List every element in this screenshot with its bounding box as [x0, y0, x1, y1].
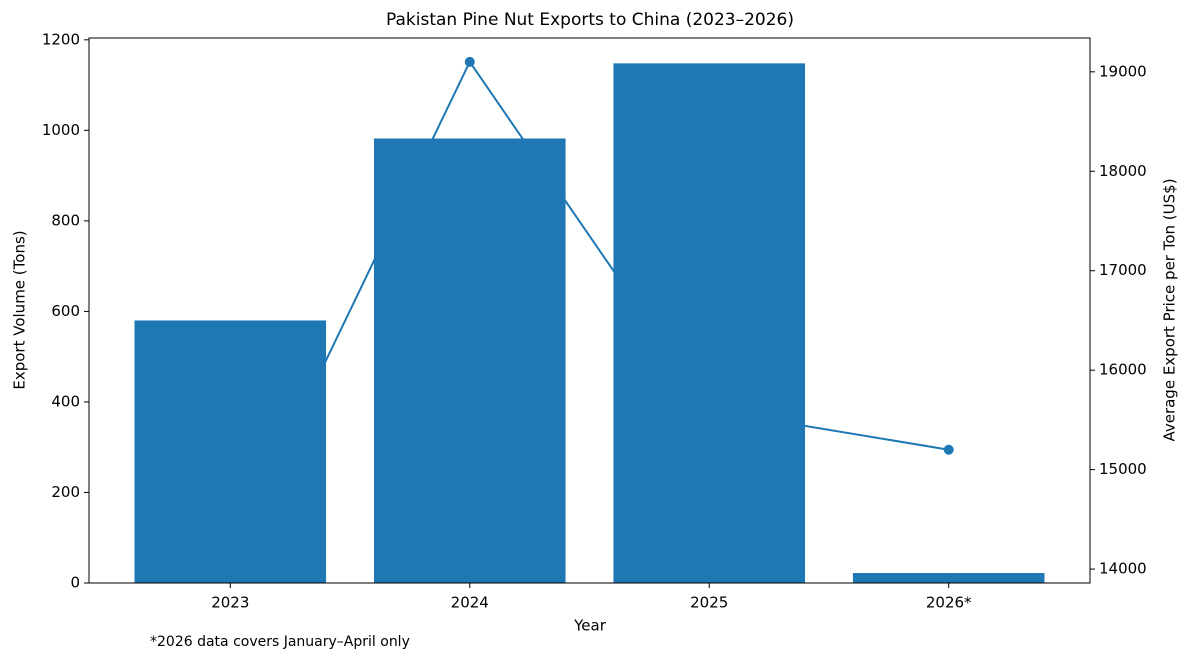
y-tick-label: 0	[70, 574, 80, 592]
x-tick-label: 2023	[211, 594, 249, 612]
y-tick-label: 800	[51, 211, 80, 229]
price-marker	[464, 56, 475, 67]
y2-tick-label: 17000	[1099, 261, 1147, 279]
bar	[134, 320, 327, 583]
y-axis-label: Export Volume (Tons)	[11, 230, 29, 389]
price-line	[229, 59, 949, 560]
y2-tick-label: 15000	[1099, 460, 1147, 478]
bar	[613, 63, 806, 584]
y2-tick-label: 18000	[1099, 162, 1147, 180]
price-marker	[943, 444, 954, 455]
y2-tick-label: 14000	[1099, 560, 1147, 578]
y-tick-label: 1000	[42, 121, 80, 139]
x-axis-label: Year	[573, 617, 607, 635]
plot-frame	[88, 37, 1091, 584]
y2-axis-label: Average Export Price per Ton (US$)	[1161, 178, 1179, 441]
y-tick-label: 200	[51, 483, 80, 501]
bar	[852, 573, 1045, 583]
x-tick-label: 2024	[451, 594, 489, 612]
y-tick-label: 400	[51, 392, 80, 410]
x-tick-label: 2025	[690, 594, 728, 612]
x-tick-label: 2026*	[926, 594, 972, 612]
footnote: *2026 data covers January–April only	[150, 634, 410, 650]
y2-tick-label: 19000	[1099, 62, 1147, 80]
bar	[373, 138, 566, 583]
y2-tick-label: 16000	[1099, 361, 1147, 379]
chart-title: Pakistan Pine Nut Exports to China (2023…	[386, 10, 794, 30]
y-tick-label: 600	[51, 302, 80, 320]
y-tick-label: 1200	[42, 30, 80, 48]
